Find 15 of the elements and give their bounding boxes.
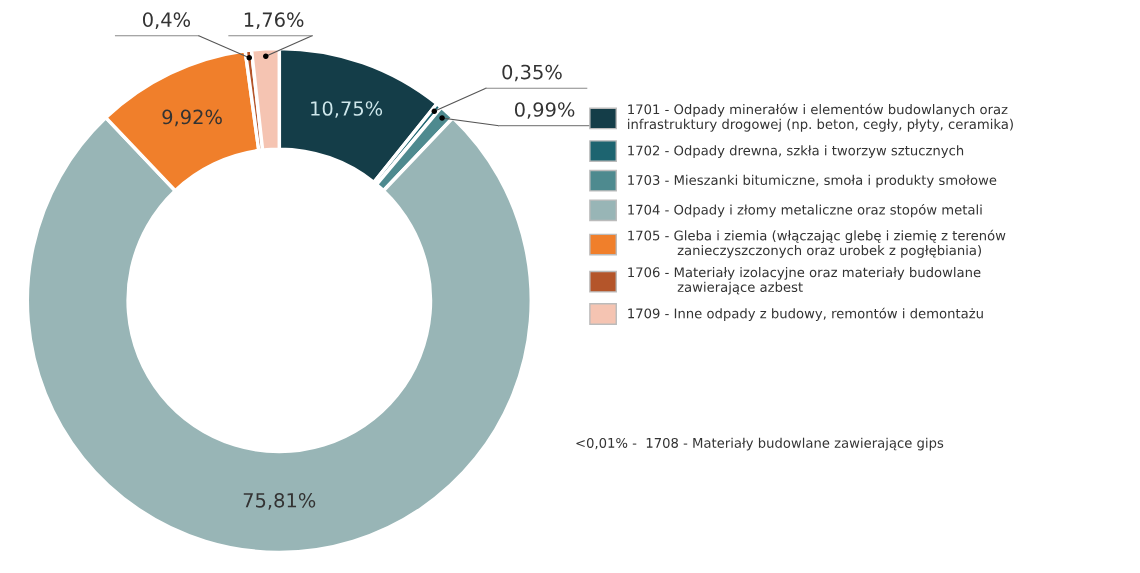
data-label: 0,4% <box>142 12 191 29</box>
legend-label: 1703 - Mieszanki bitumiczne, smoła i produkty smołowe <box>628 174 997 188</box>
legend-label: 1706 - Materiały izolacyjne oraz materiały budowlane zawierające azbest <box>628 267 981 295</box>
data-label: 0,35% <box>502 64 562 82</box>
data-label: 9,92% <box>162 109 222 127</box>
legend-label: 1704 - Odpady i złomy metaliczne oraz stopów metali <box>628 203 982 218</box>
legend-label: 1701 - Odpady minerałów i elementów budowlanych oraz infrastruktury drogowej (np. beton, cegły, płyty, ceramika) <box>628 103 1013 132</box>
text: <0,01% - 1708 - Materiały budowlane zawierające gips <box>576 437 944 451</box>
data-label: 1,76% <box>244 12 304 29</box>
data-label: 10,75% <box>311 101 383 118</box>
data-label: 0,99% <box>514 102 575 119</box>
legend-label: 1702 - Odpady drewna, szkła i tworzyw sztucznych <box>628 145 964 158</box>
legend-label: 1705 - Gleba i ziemia (włączając glebę i ziemię z terenów zanieczyszczonych oraz urobek z pogłębiania) <box>628 229 1006 258</box>
legend-label: 1709 - Inne odpady z budowy, remontów i demontażu <box>628 307 983 321</box>
data-label: 75,81% <box>243 492 316 510</box>
